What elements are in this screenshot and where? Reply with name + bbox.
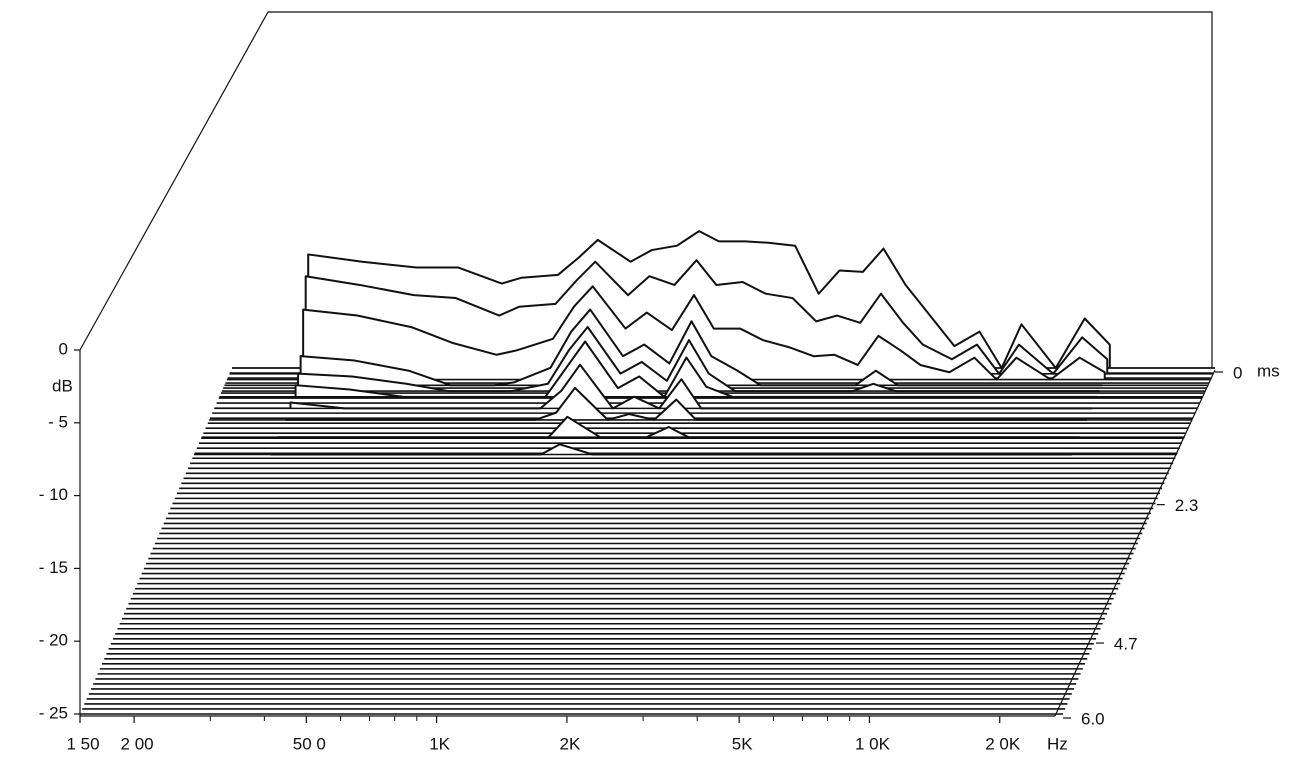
slice-curve: [307, 230, 1111, 369]
slice-curve: [299, 308, 1103, 387]
y-tick-label: - 5: [48, 412, 68, 431]
slice-curve: [302, 285, 1106, 381]
x-tick-label: 2 0K: [985, 734, 1021, 753]
slice-curve: [285, 386, 1087, 421]
y-tick-label: - 15: [39, 558, 68, 577]
y-axis-label: dB: [52, 376, 73, 395]
x-tick-label: 50 0: [293, 734, 326, 753]
back-wall: [79, 11, 1213, 368]
z-tick-label: 0: [1233, 363, 1242, 382]
x-tick-label: 1K: [429, 734, 450, 753]
z-tick-label: 6.0: [1081, 709, 1105, 728]
z-tick-label: 4.7: [1114, 635, 1138, 654]
slice-curve: [304, 259, 1109, 375]
x-tick-label: 1 0K: [855, 734, 891, 753]
x-tick-label: 2K: [560, 734, 581, 753]
y-tick-label: - 20: [39, 631, 68, 650]
slice-fill: [298, 327, 1100, 392]
slice-curve: [297, 326, 1100, 393]
slice-curve: [277, 415, 1080, 439]
x-tick-label: 2 00: [121, 734, 154, 753]
slice-curve: [289, 363, 1093, 410]
x-axis-unit: Hz: [1047, 734, 1068, 753]
z-tick-label: 2.3: [1175, 496, 1199, 515]
y-tick-label: 0: [59, 339, 68, 358]
slice-curve: [294, 340, 1098, 398]
x-tick-label: 1 50: [66, 734, 99, 753]
slice-fill: [295, 341, 1098, 397]
x-tick-label: 5K: [732, 734, 753, 753]
slice-fill: [300, 309, 1103, 386]
slice-fill: [303, 286, 1105, 380]
y-tick-label: - 25: [39, 703, 68, 722]
slice-fill: [290, 364, 1093, 409]
z-axis-unit: ms: [1257, 361, 1280, 380]
slice-curve: [270, 443, 1072, 456]
slice-fill: [285, 387, 1088, 420]
y-tick-label: - 10: [39, 485, 68, 504]
